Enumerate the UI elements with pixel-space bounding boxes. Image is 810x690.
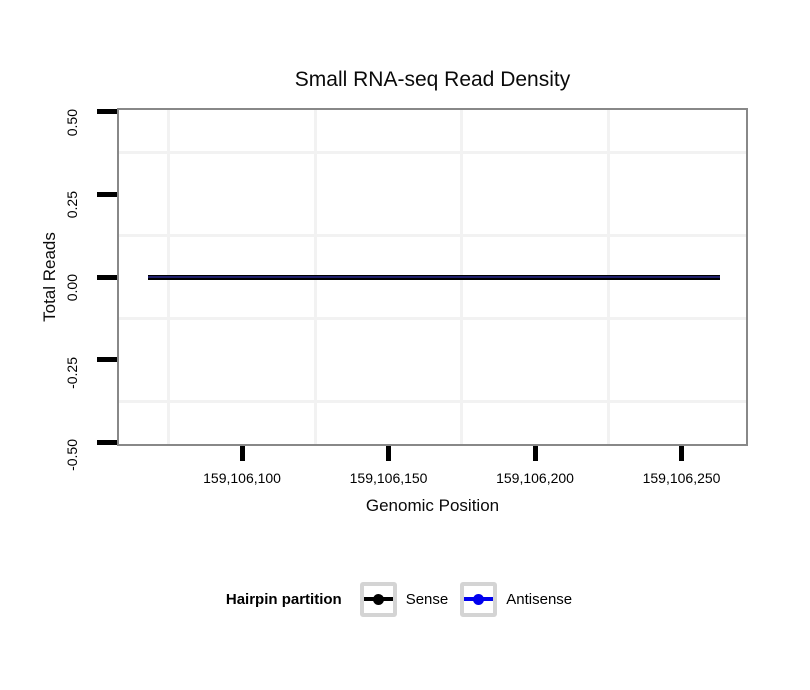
chart-title: Small RNA-seq Read Density [294,68,571,91]
y-axis-tick-label: 0.25 [64,191,80,219]
minor-gridline-horizontal [119,316,746,320]
series-line-antisense [148,276,720,278]
y-axis-tick [97,191,117,197]
minor-gridline-horizontal [119,399,746,403]
legend-title: Hairpin partition [225,590,342,608]
y-axis-tick-label: 0.00 [64,274,80,302]
y-axis-tick-label: -0.25 [64,356,80,389]
x-axis-title: Genomic Position [365,496,500,515]
x-axis-tick-label: 159,106,200 [496,470,574,486]
legend: Hairpin partition Sense Antisense [0,579,810,619]
minor-gridline-horizontal [119,234,746,238]
x-axis-tick-label: 159,106,150 [349,470,428,486]
y-axis-tick [97,357,117,363]
legend-item-sense: Sense [359,581,449,617]
y-axis-tick [97,109,117,115]
sense-line-key-icon [359,581,397,617]
x-axis-tick [239,446,245,461]
y-axis-title: Total Reads [40,232,59,322]
y-axis-tick [97,439,117,445]
x-axis-tick-label: 159,106,100 [203,470,281,486]
x-axis-tick [386,446,392,461]
y-axis-tick-label: -0.50 [64,439,80,472]
y-axis-tick [97,274,117,280]
antisense-key-dot [473,593,485,605]
antisense-line-key-icon [460,581,498,617]
x-axis-tick-label: 159,106,250 [642,470,721,486]
y-axis-tick-label: 0.50 [64,108,80,136]
plot-panel [117,108,748,446]
legend-label-sense: Sense [405,590,449,608]
legend-label-antisense: Antisense [506,590,573,608]
minor-gridline-horizontal [119,151,746,155]
legend-item-antisense: Antisense [460,581,573,617]
x-axis-tick [679,446,685,461]
x-axis-tick [532,446,538,461]
sense-key-dot [372,593,384,605]
